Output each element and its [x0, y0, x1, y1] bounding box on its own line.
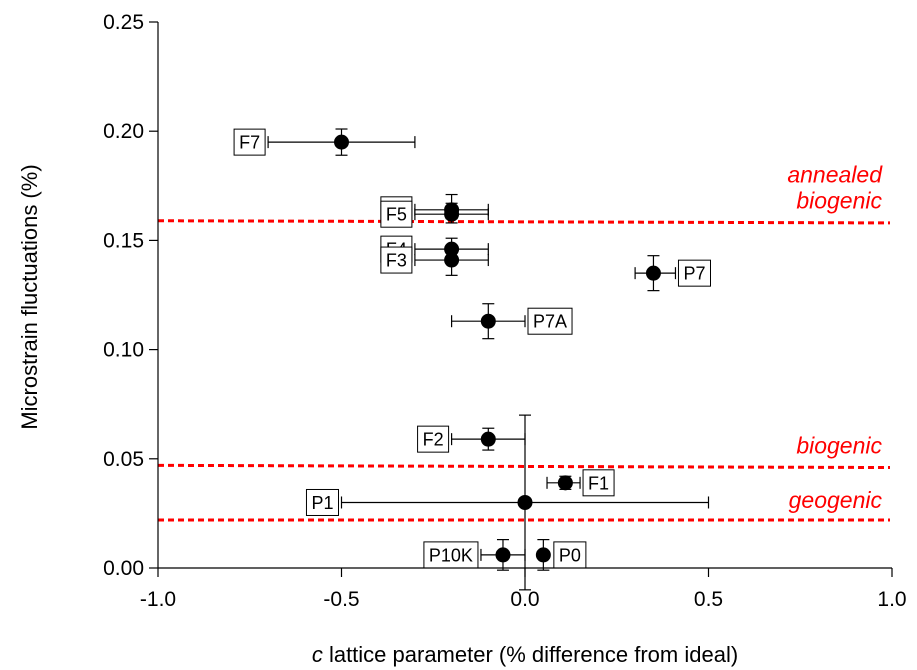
- reference-line: [157, 219, 891, 225]
- data-point-label-box: [423, 541, 479, 569]
- reference-line-label: geogenic: [789, 487, 883, 513]
- data-point-marker: [557, 475, 573, 491]
- data-point-label-box: [527, 307, 573, 335]
- y-tick-label: 0.10: [103, 339, 144, 362]
- x-tick-label: -0.5: [323, 588, 359, 611]
- data-point-label-box: [677, 259, 712, 287]
- data-point-marker: [645, 265, 661, 281]
- data-point-label-box: [553, 541, 587, 569]
- y-tick-label: 0.25: [103, 11, 144, 34]
- data-point-label: F2: [423, 430, 444, 450]
- data-point-marker: [334, 134, 349, 150]
- data-point-marker: [444, 206, 460, 222]
- data-point-marker: [444, 252, 460, 268]
- y-tick-label: 0.05: [103, 448, 144, 471]
- data-point-label-box: [417, 425, 450, 453]
- data-point-group: P7A: [451, 303, 573, 340]
- data-point-group: F7: [233, 128, 416, 156]
- data-point-group: P1: [305, 414, 710, 591]
- data-point-group: P7: [634, 255, 712, 292]
- data-point-label: P0: [559, 545, 581, 565]
- data-point-label: F5: [386, 205, 407, 225]
- axes: -1.0 -0.5 0.0 0.5 1.0 0.00 0.05 0.10 0.15 0.20 0.2…: [103, 11, 906, 611]
- reference-line-label: annealed: [787, 162, 883, 188]
- data-point-label: F7: [239, 133, 260, 153]
- data-point-marker: [495, 547, 511, 563]
- x-tick-label: 1.0: [877, 588, 906, 611]
- data-point-group: P10K: [423, 539, 526, 571]
- reference-line-label: biogenic: [796, 432, 882, 458]
- data-point-label: P10K: [429, 545, 473, 565]
- data-point-label: F3: [386, 251, 407, 271]
- y-tick-label: 0.00: [103, 557, 144, 580]
- data-point-label-box: [582, 469, 615, 497]
- x-tick-label: 0.5: [694, 588, 723, 611]
- x-axis-title: c lattice parameter (% difference from i…: [312, 642, 738, 667]
- data-point-group: P0: [535, 539, 587, 571]
- data-point-marker: [535, 547, 551, 563]
- data-point-marker: [480, 313, 496, 329]
- data-point-label: P1: [311, 493, 333, 513]
- x-axis-title-italic: c: [312, 642, 323, 667]
- x-tick-label: -1.0: [140, 588, 176, 611]
- data-point-group: F2: [417, 425, 526, 453]
- data-point-group: F3: [380, 246, 489, 276]
- data-point-label: F1: [588, 473, 609, 493]
- y-tick-label: 0.15: [103, 229, 144, 252]
- data-point-group: F1: [546, 469, 615, 497]
- data-point-label-box: [305, 488, 339, 516]
- data-points: F7F6F5F4F3P7P7AF2F1P1P10KP0: [233, 128, 712, 591]
- data-point-label-box: [380, 246, 413, 274]
- data-point-label: P7: [683, 264, 705, 284]
- x-tick-label: 0.0: [510, 588, 539, 611]
- data-point-marker: [480, 431, 496, 447]
- reference-line-label: biogenic: [796, 188, 882, 214]
- data-point-marker: [517, 494, 533, 510]
- y-tick-label: 0.20: [103, 120, 144, 143]
- data-point-label-box: [233, 128, 266, 156]
- y-axis-title: Microstrain fluctuations (%): [17, 164, 42, 429]
- data-point-label-box: [380, 200, 413, 228]
- x-axis-title-rest: lattice parameter (% difference from ide…: [323, 642, 738, 667]
- data-point-label: P7A: [533, 312, 567, 332]
- data-point-group: F5: [380, 200, 489, 228]
- reference-line: [157, 463, 891, 470]
